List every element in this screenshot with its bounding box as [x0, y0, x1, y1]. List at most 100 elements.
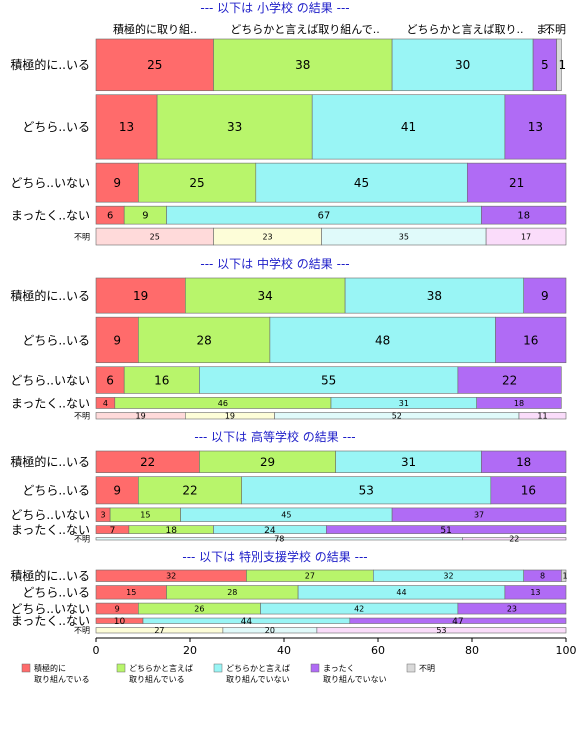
bar-segment: [241, 476, 492, 505]
data-label: 18: [514, 399, 524, 408]
data-label: 26: [194, 604, 204, 613]
bar-segment: [556, 38, 562, 92]
bar-segment: [518, 412, 567, 420]
data-label: 67: [318, 211, 331, 222]
bar-segment: [391, 507, 567, 522]
data-label: 9: [115, 604, 120, 613]
data-label: 1: [562, 572, 567, 581]
data-label: 17: [521, 232, 531, 241]
data-label: 22: [509, 535, 519, 544]
data-label: 27: [154, 626, 164, 635]
bar-segment: [95, 476, 139, 505]
bar-segment: [311, 94, 506, 160]
data-label: 23: [262, 232, 272, 241]
data-label: 41: [401, 120, 416, 134]
data-label: 15: [126, 588, 136, 597]
bar-segment: [185, 277, 346, 314]
bar-segment: [123, 366, 200, 394]
data-label: 10: [114, 617, 126, 627]
row-label: まったく..ない: [11, 523, 90, 537]
data-label: 28: [196, 333, 211, 347]
data-label: 27: [305, 572, 315, 581]
data-label: 24: [264, 526, 276, 536]
legend-swatch: [213, 663, 223, 673]
data-label: 22: [502, 373, 517, 387]
bar-segment: [95, 316, 139, 364]
data-label: 53: [436, 626, 446, 635]
data-label: 19: [225, 412, 235, 421]
data-label: 44: [241, 617, 253, 627]
legend-label: まったく: [323, 664, 355, 673]
legend-label: 積極的に: [34, 663, 66, 673]
row-label: どちら..いない: [10, 176, 90, 190]
data-label: 6: [107, 211, 113, 222]
data-label: 7: [110, 526, 116, 536]
bar-segment: [138, 162, 257, 203]
row-label: どちら..いる: [22, 484, 90, 498]
bar-segment: [504, 94, 567, 160]
data-label: 23: [507, 604, 517, 613]
data-label: 11: [537, 412, 547, 421]
column-header: 積極的に取り組..: [113, 22, 197, 36]
data-label: 42: [354, 604, 364, 613]
bar-segment: [199, 366, 459, 394]
data-label: 38: [295, 58, 310, 72]
bar-segment: [325, 525, 567, 534]
panel-title: --- 以下は 小学校 の結果 ---: [200, 0, 349, 15]
x-tick-label: 20: [183, 644, 197, 657]
bar-segment: [316, 627, 567, 634]
data-label: 35: [399, 232, 409, 241]
data-label: 22: [182, 484, 197, 498]
data-label: 18: [516, 455, 531, 469]
legend-swatch: [116, 663, 126, 673]
bar-segment: [476, 397, 562, 409]
column-header: ま..: [536, 23, 554, 36]
row-label: どちら..いない: [10, 373, 90, 387]
data-label: 8: [540, 572, 545, 581]
data-label: 15: [140, 511, 150, 520]
data-label: 16: [523, 333, 538, 347]
data-label: 13: [119, 120, 134, 134]
row-label: まったく..ない: [11, 208, 90, 222]
data-label: 45: [281, 511, 291, 520]
column-header: 不明: [544, 23, 566, 36]
data-label: 25: [150, 232, 160, 241]
bar-segment: [462, 537, 567, 541]
row-label: 不明: [74, 535, 90, 544]
data-label: 6: [106, 373, 114, 387]
panel-title: --- 以下は 高等学校 の結果 ---: [194, 429, 355, 444]
data-label: 29: [260, 455, 275, 469]
data-label: 30: [455, 58, 470, 72]
data-label: 28: [227, 588, 237, 597]
data-label: 22: [140, 455, 155, 469]
data-label: 20: [265, 626, 275, 635]
x-tick-label: 100: [556, 644, 577, 657]
data-label: 18: [517, 211, 530, 222]
data-label: 19: [133, 289, 148, 303]
bar-segment: [490, 476, 567, 505]
bar-segment: [344, 277, 525, 314]
data-label: 9: [113, 484, 121, 498]
row-label: 不明: [74, 232, 90, 241]
bar-segment: [255, 162, 468, 203]
legend-label: 取り組んでいる: [34, 674, 90, 684]
row-label: どちら..いる: [22, 586, 90, 600]
row-label: 積極的に..いる: [10, 288, 90, 303]
row-label: 積極的に..いる: [10, 454, 90, 469]
panel-title: --- 以下は 特別支援学校 の結果 ---: [182, 549, 367, 564]
legend-swatch: [406, 663, 416, 673]
bar-segment: [457, 366, 562, 394]
bar-segment: [269, 316, 496, 364]
data-label: 13: [530, 588, 540, 597]
data-label: 9: [113, 333, 121, 347]
data-label: 78: [274, 535, 284, 544]
data-label: 47: [452, 617, 463, 627]
data-label: 9: [142, 211, 148, 222]
column-header: どちらかと言えば取り..: [407, 23, 524, 36]
data-label: 4: [103, 399, 108, 408]
data-label: 1: [558, 58, 566, 72]
legend-label: 取り組んでいる: [129, 674, 185, 684]
row-label: 積極的に..いる: [10, 57, 90, 72]
data-label: 31: [399, 399, 409, 408]
bar-segment: [481, 205, 567, 225]
